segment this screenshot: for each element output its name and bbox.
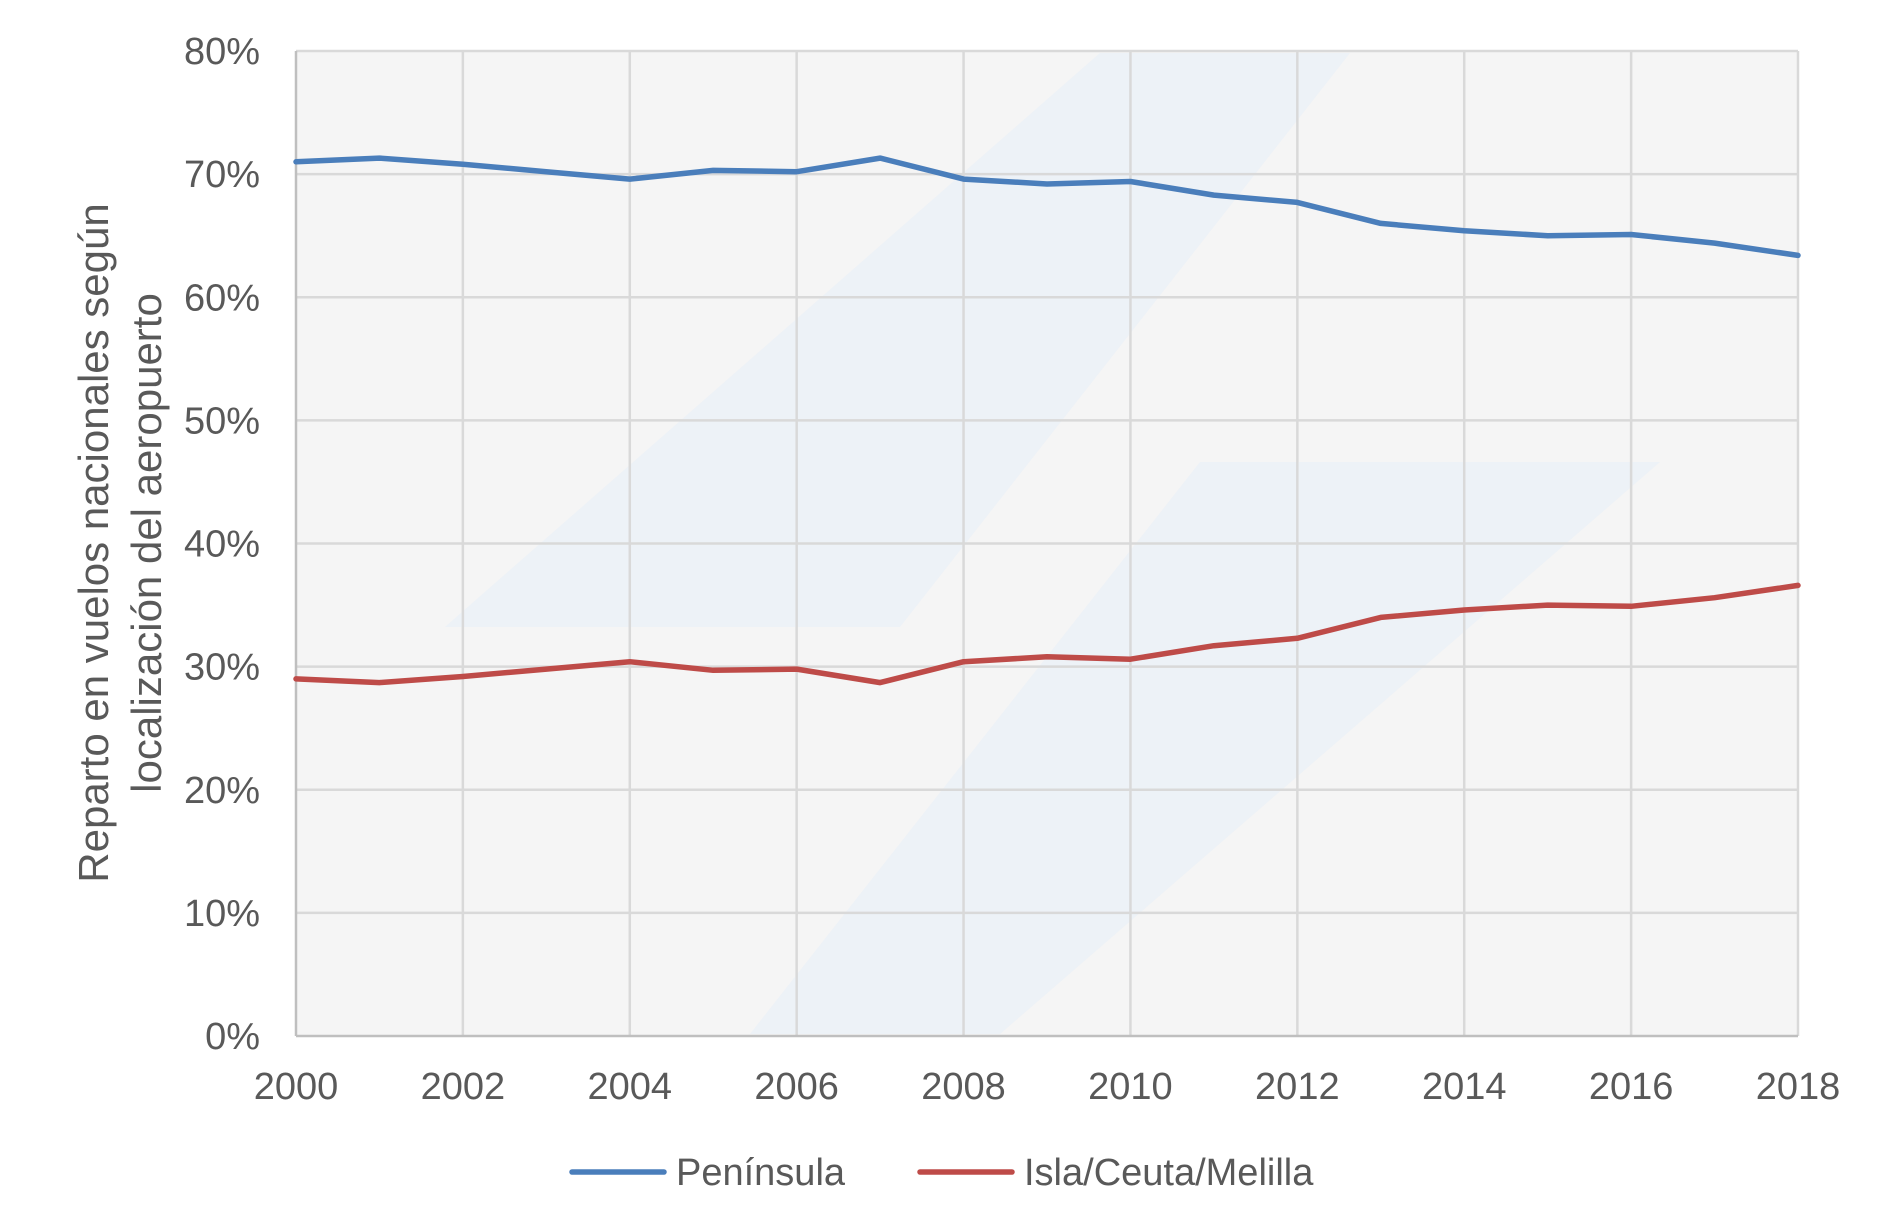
watermark-logo: [445, 53, 1660, 1034]
watermark-shape-lower: [750, 462, 1660, 1034]
x-tick-label: 2010: [1088, 1066, 1173, 1108]
x-tick-label: 2006: [754, 1066, 839, 1108]
x-tick-label: 2016: [1589, 1066, 1674, 1108]
series-lines: [293, 155, 1801, 686]
y-tick-label: 30%: [184, 647, 260, 689]
y-tick-label: 10%: [184, 893, 260, 935]
plot-area: [293, 49, 1801, 1038]
legend: Península Isla/Ceuta/Melilla: [569, 1152, 1314, 1194]
legend-entry: Península: [569, 1152, 846, 1194]
y-axis-title-line: localización del aeropuerto: [123, 293, 170, 793]
legend-entry: Isla/Ceuta/Melilla: [917, 1152, 1314, 1194]
x-axis-tick-labels: 2000 2002 2004 2006 2008 2010 2012 2014 2016 2018: [254, 1066, 1841, 1108]
watermark-shape-upper: [445, 53, 1350, 627]
x-tick-label: 2012: [1255, 1066, 1340, 1108]
y-axis-tick-labels: 0% 10% 20% 30% 40% 50% 60% 70% 80%: [184, 31, 260, 1058]
x-tick-label: 2002: [421, 1066, 506, 1108]
legend-label: Isla/Ceuta/Melilla: [1024, 1152, 1314, 1194]
y-tick-label: 20%: [184, 770, 260, 812]
series-line-isla-ceuta-melilla: [293, 582, 1801, 686]
x-tick-label: 2008: [921, 1066, 1006, 1108]
x-tick-label: 2014: [1422, 1066, 1507, 1108]
x-tick-label: 2000: [254, 1066, 339, 1108]
y-axis-title: Reparto en vuelos nacionales según locali…: [70, 203, 170, 882]
x-tick-label: 2004: [588, 1066, 673, 1108]
y-tick-label: 50%: [184, 400, 260, 442]
y-tick-label: 40%: [184, 524, 260, 566]
y-tick-label: 0%: [205, 1016, 260, 1058]
y-tick-label: 60%: [184, 277, 260, 319]
legend-label: Península: [676, 1152, 846, 1194]
x-tick-label: 2018: [1756, 1066, 1841, 1108]
y-tick-label: 70%: [184, 154, 260, 196]
axes: [294, 51, 1798, 1038]
y-tick-label: 80%: [184, 31, 260, 73]
series-line-pen-nsula: [293, 155, 1801, 259]
y-axis-title-line: Reparto en vuelos nacionales según: [70, 203, 117, 882]
